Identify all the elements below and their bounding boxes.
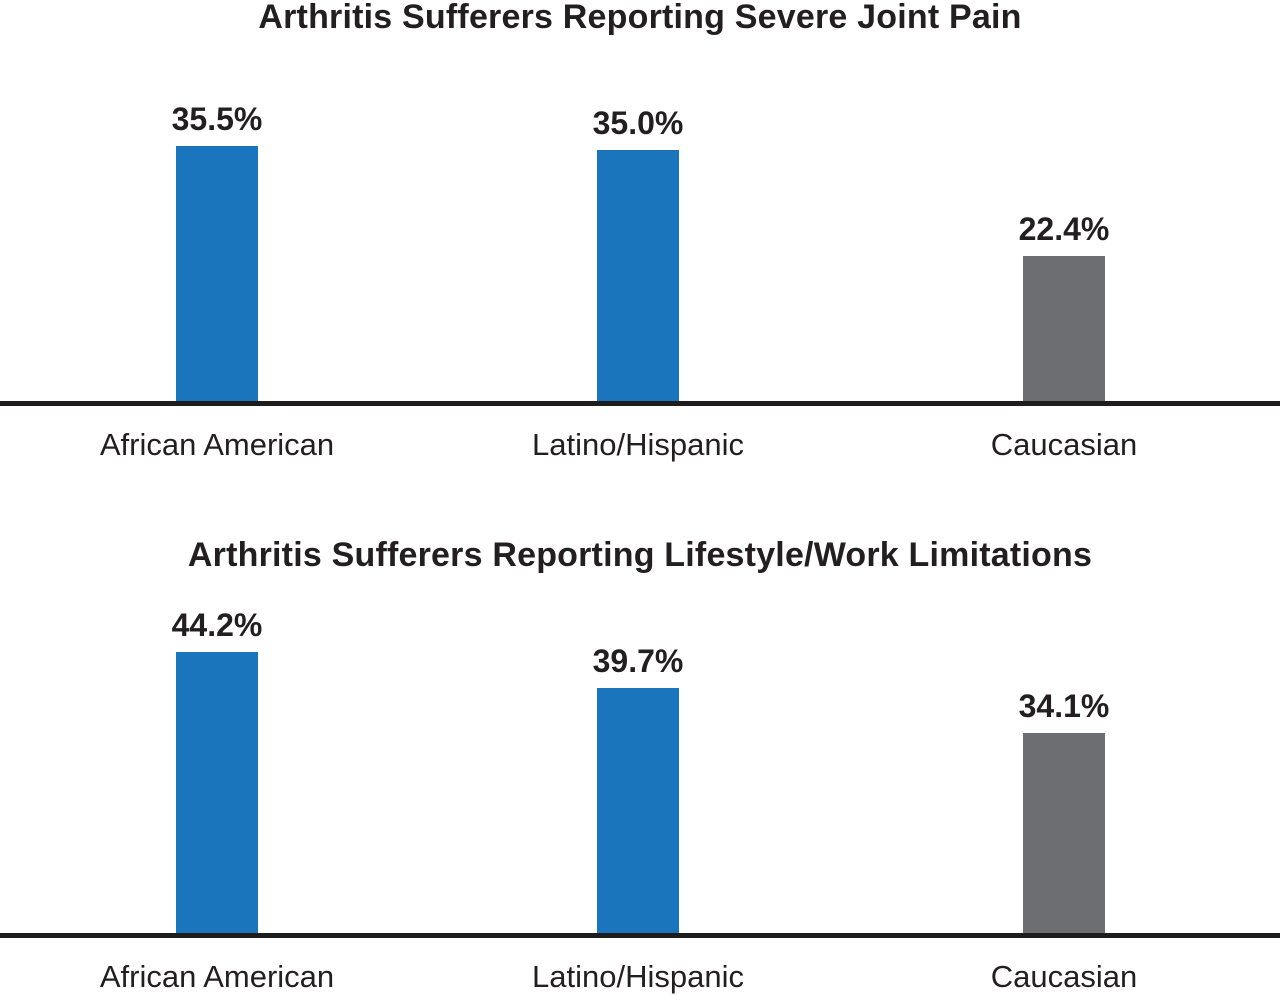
bar-group-caucasian: 34.1% — [974, 0, 1154, 933]
bar-group-latino-hispanic: 39.7% — [548, 0, 728, 933]
bar-group-caucasian: 22.4% — [974, 0, 1154, 401]
bar-african-american — [176, 652, 258, 933]
value-label: 35.0% — [592, 104, 684, 141]
value-label: 39.7% — [592, 642, 684, 679]
value-label: 22.4% — [1018, 210, 1110, 247]
chart-title-severe-joint-pain: Arthritis Sufferers Reporting Severe Joi… — [258, 0, 1022, 36]
category-label-caucasian: Caucasian — [990, 959, 1138, 994]
bar-group-latino-hispanic: 35.0% — [548, 0, 728, 401]
value-label: 44.2% — [171, 606, 263, 643]
category-label-caucasian: Caucasian — [990, 427, 1138, 462]
bar-group-african-american: 44.2% — [127, 0, 307, 933]
x-axis-line — [0, 933, 1280, 938]
bar-latino-hispanic — [597, 688, 679, 933]
category-label-african-american: African American — [99, 427, 335, 462]
category-label-african-american: African American — [99, 959, 335, 994]
bar-caucasian — [1023, 256, 1105, 401]
bar-caucasian — [1023, 733, 1105, 933]
x-axis-line — [0, 401, 1280, 406]
value-label: 34.1% — [1018, 687, 1110, 724]
bar-african-american — [176, 146, 258, 401]
category-label-latino-hispanic: Latino/Hispanic — [532, 959, 744, 994]
bar-latino-hispanic — [597, 150, 679, 401]
bar-group-african-american: 35.5% — [127, 0, 307, 401]
chart-title-lifestyle-work-limitations: Arthritis Sufferers Reporting Lifestyle/… — [187, 536, 1093, 574]
category-label-latino-hispanic: Latino/Hispanic — [532, 427, 744, 462]
value-label: 35.5% — [171, 100, 263, 137]
